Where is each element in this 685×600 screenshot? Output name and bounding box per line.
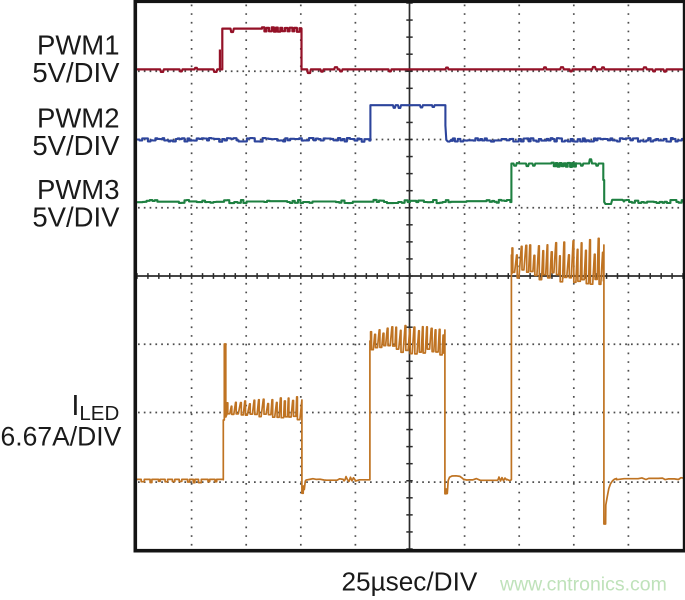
svg-text:5V/DIV: 5V/DIV bbox=[32, 130, 120, 161]
svg-text:5V/DIV: 5V/DIV bbox=[32, 57, 120, 88]
svg-text:6.67A/DIV: 6.67A/DIV bbox=[1, 421, 122, 451]
svg-text:25µsec/DIV: 25µsec/DIV bbox=[341, 567, 477, 597]
svg-text:5V/DIV: 5V/DIV bbox=[32, 201, 120, 232]
svg-text:PWM3: PWM3 bbox=[37, 174, 120, 205]
svg-text:PWM1: PWM1 bbox=[37, 29, 120, 60]
svg-text:www.cntronics.com: www.cntronics.com bbox=[499, 574, 667, 596]
svg-text:PWM2: PWM2 bbox=[37, 103, 120, 134]
